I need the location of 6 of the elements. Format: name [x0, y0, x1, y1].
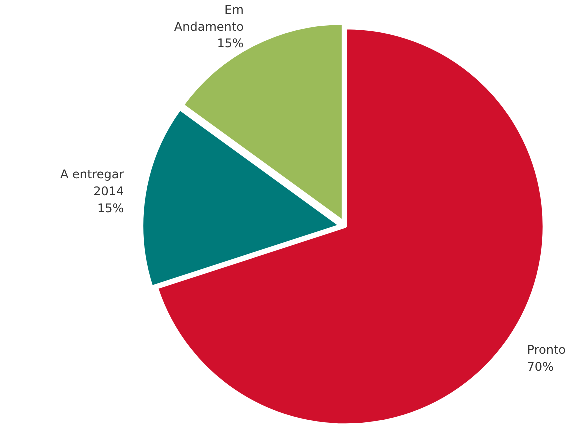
data-label: 15%: [98, 201, 124, 216]
slice-label: Em Andamento: [174, 2, 244, 34]
data-label: 70%: [527, 360, 554, 374]
slice-label: A entregar 2014: [60, 168, 124, 199]
slice-label: Pronto: [527, 343, 566, 358]
data-label: 15%: [217, 36, 244, 51]
